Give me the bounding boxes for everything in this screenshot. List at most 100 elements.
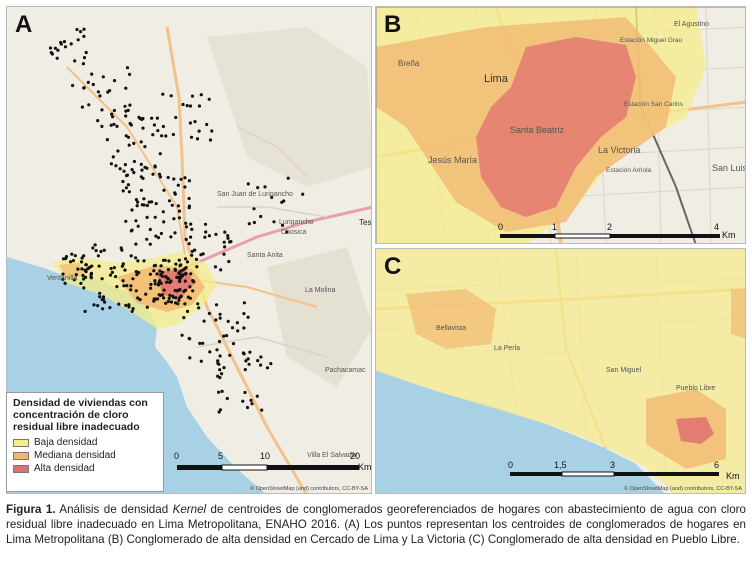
household-dot [199,93,203,97]
household-dot [182,316,186,320]
household-dot [172,217,176,221]
household-dot [189,235,193,239]
household-dot [121,279,125,283]
household-dot [199,359,203,363]
household-dot [227,259,231,264]
place-label: Lima [484,73,508,85]
household-dot [166,277,170,281]
household-dot [190,249,194,253]
household-dot [156,283,160,287]
household-dot [128,72,132,76]
household-dot [217,339,222,344]
household-dot [130,309,134,313]
household-dot [170,203,174,207]
household-dot [158,293,162,297]
household-dot [138,298,142,302]
household-dot [187,196,191,201]
household-dot [61,277,65,281]
household-dot [98,94,102,98]
household-dot [63,45,68,49]
household-dot [112,266,116,270]
household-dot [127,143,131,147]
household-dot [123,268,127,272]
household-dot [112,122,116,126]
household-dot [223,230,227,234]
household-dot [243,390,247,395]
household-dot [184,266,188,270]
household-dot [76,38,80,42]
household-dot [109,266,113,271]
household-dot [196,302,200,306]
place-label: La Victoria [598,145,641,155]
household-dot [130,228,134,232]
household-dot [148,227,152,232]
household-dot [207,97,211,101]
place-label: Estación Arriola [606,167,652,174]
household-dot [175,275,179,279]
panel-letter-c: C [384,253,402,280]
place-label: La Perla [494,345,521,352]
legend-swatch [13,464,29,473]
household-dot [108,273,113,277]
household-dot [121,189,125,193]
household-dot [108,89,112,93]
household-dot [236,329,240,333]
household-dot [189,135,194,139]
household-dot [80,267,84,271]
household-dot [162,188,166,192]
household-dot [53,46,58,50]
household-dot [82,27,86,31]
place-label: Pueblo Libre [676,385,716,392]
household-dot [176,183,180,187]
place-label: Chosica [281,229,307,236]
household-dot [112,108,116,113]
household-dot [79,281,83,285]
household-dot [167,296,171,300]
household-dot [205,122,209,127]
household-dot [244,359,248,363]
household-dot [174,296,178,300]
household-dot [122,284,126,288]
household-dot [96,254,100,258]
household-dot [117,302,121,306]
place-label: Bellavista [436,325,466,332]
household-dot [141,116,145,121]
household-dot [96,119,100,123]
household-dot [180,333,184,337]
household-dot [101,295,106,299]
household-dot [203,235,207,239]
household-dot [185,104,189,108]
figure-caption: Figura 1. Análisis de densidad Kernel de… [6,502,746,547]
household-dot [108,306,112,310]
household-dot [269,362,273,366]
household-dot [109,123,113,127]
household-dot [140,203,144,207]
household-dot [121,179,125,184]
household-dot [110,270,114,274]
scale-labels-c: 0 1,5 3 6 [508,460,720,470]
household-dot [286,176,290,180]
household-dot [183,302,187,306]
household-dot [158,279,162,283]
household-dot [102,248,106,252]
household-dot [84,263,88,267]
place-label: San Juan de Lurigancho [217,191,293,198]
household-dot [272,220,276,224]
caption-text-2: de centroides de conglomerados georefere… [6,503,746,546]
household-dot [177,271,181,275]
household-dot [243,368,247,372]
household-dot [197,104,202,108]
household-dot [136,200,140,204]
legend-item-low: Baja densidad [13,436,157,449]
legend-swatch [13,451,29,460]
household-dot [139,175,143,179]
household-dot [166,299,170,304]
household-dot [89,271,94,275]
household-dot [263,185,267,189]
household-dot [82,254,86,258]
caption-label: Figura 1. [6,503,56,516]
household-dot [62,40,67,44]
household-dot [218,316,222,320]
household-dot [194,257,199,261]
household-dot [241,351,245,355]
